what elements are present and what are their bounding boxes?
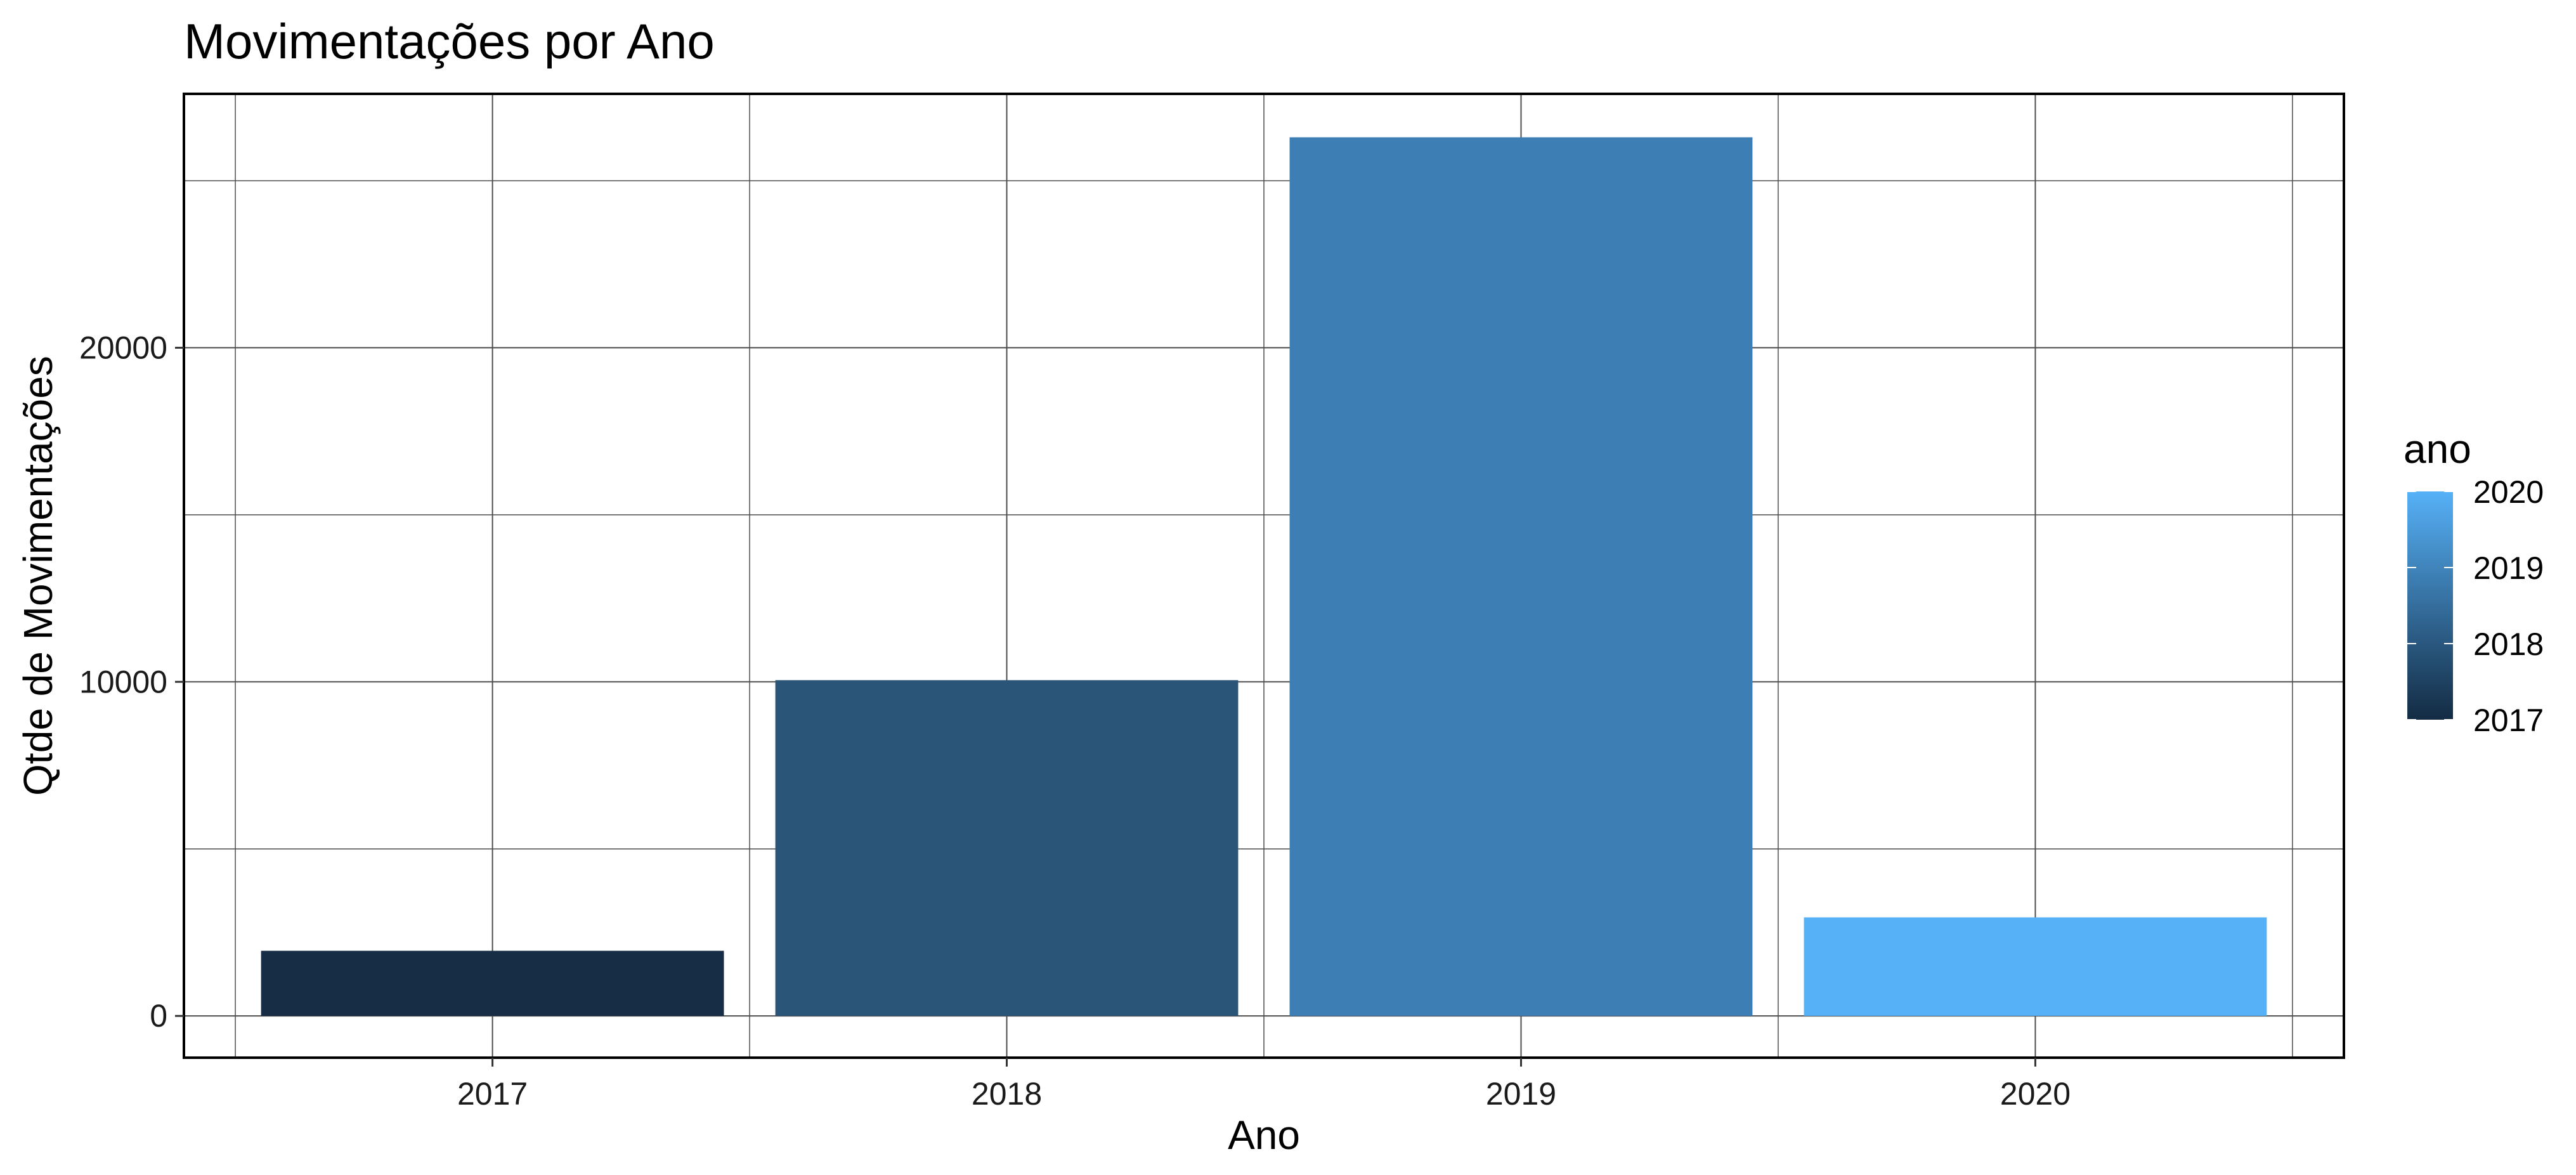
y-tick-label: 0 xyxy=(150,998,167,1034)
bar-2017 xyxy=(261,951,724,1016)
x-axis-ticks: 2017 2018 2019 2020 xyxy=(457,1058,2071,1112)
grid-lines xyxy=(184,94,2344,1058)
legend-label: 2020 xyxy=(2473,474,2544,510)
bars-group xyxy=(261,137,2267,1016)
y-axis-ticks: 0 10000 20000 xyxy=(79,330,184,1034)
chart-title: Movimentações por Ano xyxy=(184,13,715,69)
legend-label: 2019 xyxy=(2473,550,2544,586)
plot-panel-border xyxy=(183,93,2345,1059)
x-tick-label: 2019 xyxy=(1486,1076,1556,1112)
bar-2020 xyxy=(1804,917,2267,1016)
legend-label: 2018 xyxy=(2473,626,2544,662)
x-axis-title: Ano xyxy=(1228,1112,1300,1158)
legend-label: 2017 xyxy=(2473,703,2544,738)
x-tick-label: 2018 xyxy=(972,1076,1042,1112)
y-tick-label: 10000 xyxy=(79,664,167,699)
legend-colorbar xyxy=(2407,491,2453,720)
y-axis-title: Qtde de Movimentações xyxy=(15,356,61,796)
x-tick-label: 2017 xyxy=(457,1076,528,1112)
y-tick-label: 20000 xyxy=(79,330,167,365)
legend-title: ano xyxy=(2404,426,2471,472)
bar-2019 xyxy=(1289,137,1753,1016)
bar-2018 xyxy=(775,680,1239,1016)
legend: ano 2020 2019 2018 2017 xyxy=(2404,426,2544,738)
x-tick-label: 2020 xyxy=(2000,1076,2071,1112)
